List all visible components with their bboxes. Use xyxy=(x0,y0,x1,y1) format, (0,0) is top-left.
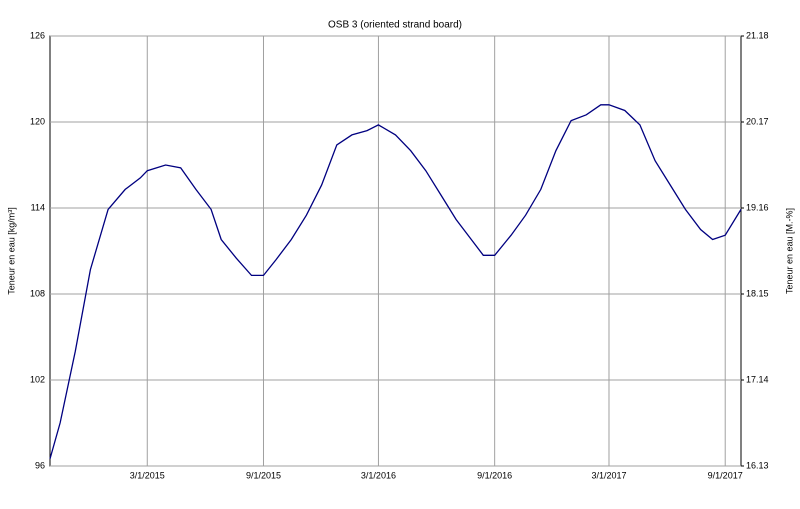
data-line xyxy=(49,104,742,459)
y2-tick-label: 18.15 xyxy=(746,288,769,298)
y-axis-label: Teneur en eau [kg/m³] xyxy=(6,207,16,295)
chart-title: OSB 3 (oriented strand board) xyxy=(328,20,462,31)
y2-tick-label: 19.16 xyxy=(746,202,769,212)
x-tick-label: 3/1/2015 xyxy=(130,470,165,480)
y-tick-label: 96 xyxy=(35,460,45,470)
y2-axis-label: Teneur en eau [M.-%] xyxy=(784,208,794,294)
x-tick-label: 9/1/2015 xyxy=(246,470,281,480)
y-tick-label: 114 xyxy=(31,202,45,212)
y2-tick-label: 17.14 xyxy=(746,374,769,384)
y-tick-label: 120 xyxy=(30,116,45,126)
y-tick-label: 102 xyxy=(30,374,45,384)
x-tick-label: 9/1/2016 xyxy=(477,470,512,480)
y-tick-label: 126 xyxy=(30,30,45,40)
x-tick-label: 3/1/2017 xyxy=(591,470,626,480)
y2-tick-label: 21.18 xyxy=(746,30,769,40)
x-tick-label: 9/1/2017 xyxy=(708,470,743,480)
y2-tick-label: 20.17 xyxy=(746,116,769,126)
y2-tick-label: 16.13 xyxy=(746,460,769,470)
y-tick-label: 108 xyxy=(30,288,45,298)
x-tick-label: 3/1/2016 xyxy=(361,470,396,480)
